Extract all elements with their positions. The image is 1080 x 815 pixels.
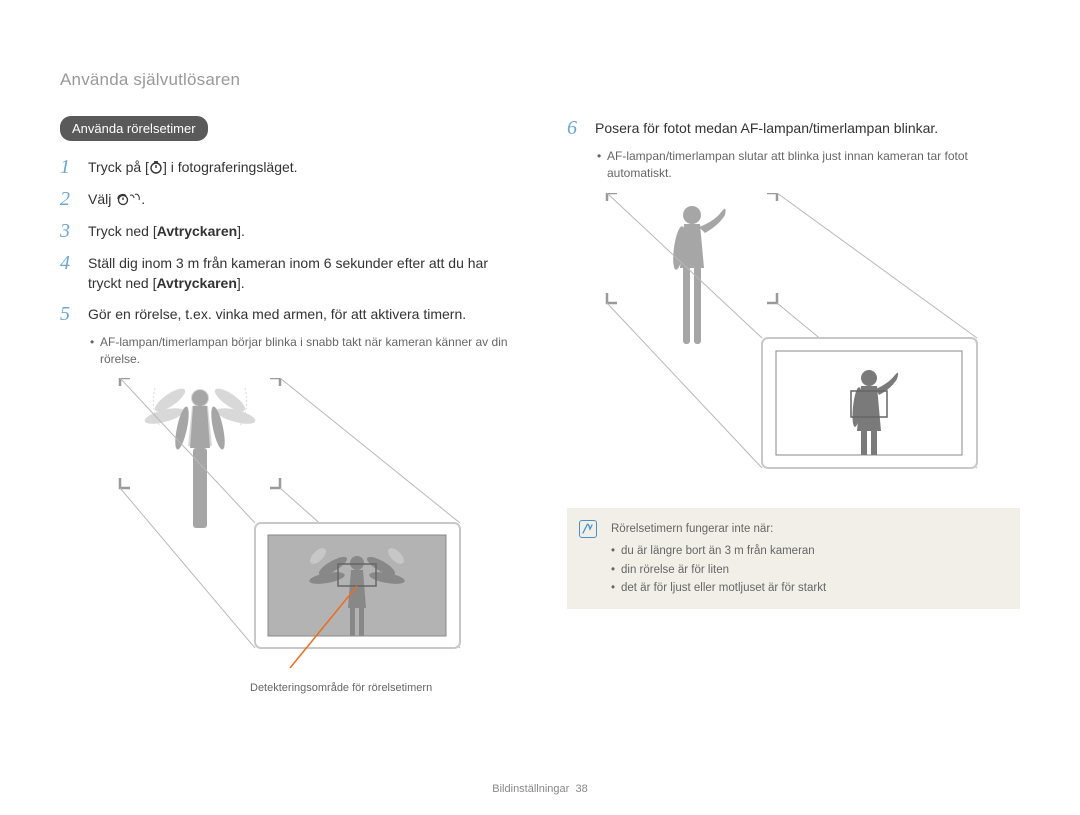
step-text: Ställ dig inom 3 m från kameran inom 6 s… bbox=[88, 251, 513, 294]
note-item: det är för ljust eller motljuset är för … bbox=[611, 579, 1006, 597]
sub-bullet: AF-lampan/timerlampan börjar blinka i sn… bbox=[90, 334, 513, 369]
illustration-caption: Detekteringsområde för rörelsetimern bbox=[250, 681, 513, 696]
note-list: du är längre bort än 3 m från kameran di… bbox=[611, 542, 1006, 597]
sub-bullet: AF-lampan/timerlampan slutar att blinka … bbox=[597, 148, 1020, 183]
step-4: 4 Ställ dig inom 3 m från kameran inom 6… bbox=[60, 251, 513, 294]
left-column: Använda rörelsetimer 1 Tryck på [] i fot… bbox=[60, 116, 513, 697]
note-title: Rörelsetimern fungerar inte när: bbox=[611, 520, 1006, 538]
page-footer: Bildinställningar 38 bbox=[0, 783, 1080, 795]
step-text: Gör en rörelse, t.ex. vinka med armen, f… bbox=[88, 302, 466, 324]
page-title: Använda självutlösaren bbox=[60, 70, 1020, 90]
step-number: 4 bbox=[60, 251, 78, 275]
content-columns: Använda rörelsetimer 1 Tryck på [] i fot… bbox=[60, 116, 1020, 697]
step-text: Tryck på [] i fotograferingsläget. bbox=[88, 155, 298, 177]
step-number: 6 bbox=[567, 116, 585, 140]
step-1: 1 Tryck på [] i fotograferingsläget. bbox=[60, 155, 513, 179]
illustration-right bbox=[587, 193, 1020, 488]
note-icon bbox=[579, 520, 597, 538]
step-number: 1 bbox=[60, 155, 78, 179]
note-box: Rörelsetimern fungerar inte när: du är l… bbox=[567, 508, 1020, 610]
illustration-left: Detekteringsområde för rörelsetimern bbox=[90, 378, 513, 696]
step-6: 6 Posera för fotot medan AF-lampan/timer… bbox=[567, 116, 1020, 140]
step-5: 5 Gör en rörelse, t.ex. vinka med armen,… bbox=[60, 302, 513, 326]
step-number: 3 bbox=[60, 219, 78, 243]
note-item: du är längre bort än 3 m från kameran bbox=[611, 542, 1006, 560]
right-column: 6 Posera för fotot medan AF-lampan/timer… bbox=[567, 116, 1020, 697]
step-text: Posera för fotot medan AF-lampan/timerla… bbox=[595, 116, 938, 138]
step-text: Välj . bbox=[88, 187, 145, 209]
section-label: Använda rörelsetimer bbox=[60, 116, 208, 141]
step-2: 2 Välj . bbox=[60, 187, 513, 211]
step-text: Tryck ned [Avtryckaren]. bbox=[88, 219, 245, 241]
note-item: din rörelse är för liten bbox=[611, 561, 1006, 579]
step-number: 5 bbox=[60, 302, 78, 326]
step-number: 2 bbox=[60, 187, 78, 211]
step-3: 3 Tryck ned [Avtryckaren]. bbox=[60, 219, 513, 243]
footer-section: Bildinställningar bbox=[492, 783, 569, 795]
footer-page-number: 38 bbox=[575, 783, 587, 795]
